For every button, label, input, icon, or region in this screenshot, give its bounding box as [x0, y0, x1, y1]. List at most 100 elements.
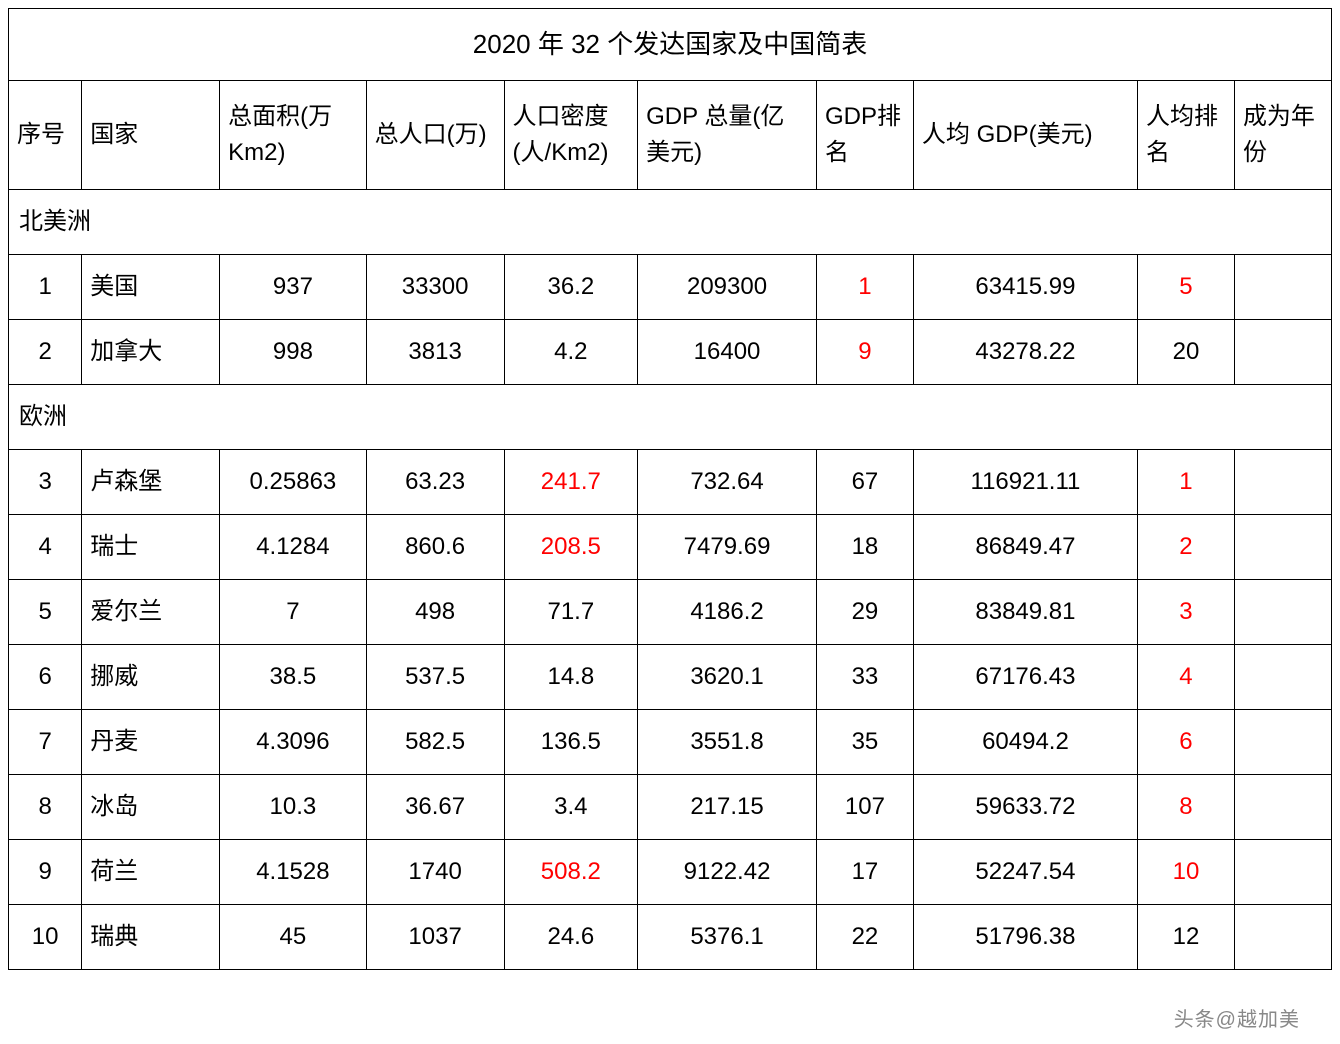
watermark-text: 头条@越加美 [1174, 1003, 1300, 1032]
cell-gdp: 5376.1 [638, 905, 817, 970]
cell-country: 美国 [82, 255, 220, 320]
cell-percaprank: 4 [1137, 645, 1234, 710]
cell-year [1234, 905, 1331, 970]
cell-percap: 63415.99 [913, 255, 1137, 320]
cell-area: 998 [220, 320, 367, 385]
cell-area: 45 [220, 905, 367, 970]
cell-pop: 582.5 [366, 710, 504, 775]
col-header-percaprank: 人均排名 [1137, 81, 1234, 190]
cell-percap: 43278.22 [913, 320, 1137, 385]
cell-pop: 498 [366, 580, 504, 645]
cell-pop: 36.67 [366, 775, 504, 840]
cell-year [1234, 580, 1331, 645]
cell-year [1234, 450, 1331, 515]
table-row: 7丹麦4.3096582.5136.53551.83560494.26 [9, 710, 1332, 775]
cell-gdprank: 17 [816, 840, 913, 905]
cell-country: 瑞士 [82, 515, 220, 580]
cell-percap: 83849.81 [913, 580, 1137, 645]
col-header-year: 成为年份 [1234, 81, 1331, 190]
cell-area: 10.3 [220, 775, 367, 840]
cell-pop: 537.5 [366, 645, 504, 710]
cell-gdp: 16400 [638, 320, 817, 385]
cell-density: 241.7 [504, 450, 638, 515]
cell-density: 4.2 [504, 320, 638, 385]
cell-seq: 5 [9, 580, 82, 645]
cell-pop: 860.6 [366, 515, 504, 580]
table-row: 4瑞士4.1284860.6208.57479.691886849.472 [9, 515, 1332, 580]
cell-area: 0.25863 [220, 450, 367, 515]
cell-percap: 51796.38 [913, 905, 1137, 970]
cell-seq: 8 [9, 775, 82, 840]
cell-area: 4.3096 [220, 710, 367, 775]
table-row: 1美国9373330036.2209300163415.995 [9, 255, 1332, 320]
col-header-gdp: GDP 总量(亿美元) [638, 81, 817, 190]
cell-gdp: 217.15 [638, 775, 817, 840]
cell-year [1234, 775, 1331, 840]
col-header-seq: 序号 [9, 81, 82, 190]
cell-country: 爱尔兰 [82, 580, 220, 645]
table-row: 2加拿大99838134.216400943278.2220 [9, 320, 1332, 385]
cell-gdprank: 22 [816, 905, 913, 970]
cell-gdp: 7479.69 [638, 515, 817, 580]
col-header-percap: 人均 GDP(美元) [913, 81, 1137, 190]
cell-gdprank: 1 [816, 255, 913, 320]
cell-percaprank: 8 [1137, 775, 1234, 840]
cell-density: 508.2 [504, 840, 638, 905]
cell-percaprank: 12 [1137, 905, 1234, 970]
cell-pop: 1740 [366, 840, 504, 905]
cell-density: 36.2 [504, 255, 638, 320]
cell-seq: 3 [9, 450, 82, 515]
cell-gdprank: 33 [816, 645, 913, 710]
cell-density: 3.4 [504, 775, 638, 840]
cell-density: 136.5 [504, 710, 638, 775]
cell-gdprank: 107 [816, 775, 913, 840]
cell-country: 加拿大 [82, 320, 220, 385]
region-label: 北美洲 [9, 190, 1332, 255]
cell-seq: 4 [9, 515, 82, 580]
cell-percaprank: 5 [1137, 255, 1234, 320]
cell-area: 4.1284 [220, 515, 367, 580]
cell-gdp: 732.64 [638, 450, 817, 515]
cell-percap: 52247.54 [913, 840, 1137, 905]
cell-percaprank: 3 [1137, 580, 1234, 645]
cell-gdp: 209300 [638, 255, 817, 320]
cell-seq: 7 [9, 710, 82, 775]
cell-percaprank: 6 [1137, 710, 1234, 775]
cell-percaprank: 10 [1137, 840, 1234, 905]
cell-gdp: 4186.2 [638, 580, 817, 645]
cell-gdprank: 9 [816, 320, 913, 385]
cell-gdprank: 18 [816, 515, 913, 580]
cell-country: 冰岛 [82, 775, 220, 840]
cell-percaprank: 1 [1137, 450, 1234, 515]
data-table: 2020 年 32 个发达国家及中国简表 序号 国家 总面积(万 Km2) 总人… [8, 8, 1332, 970]
cell-seq: 9 [9, 840, 82, 905]
cell-gdprank: 35 [816, 710, 913, 775]
cell-pop: 63.23 [366, 450, 504, 515]
cell-percap: 67176.43 [913, 645, 1137, 710]
table-row: 6挪威38.5537.514.83620.13367176.434 [9, 645, 1332, 710]
cell-pop: 1037 [366, 905, 504, 970]
table-title: 2020 年 32 个发达国家及中国简表 [9, 9, 1332, 81]
cell-percaprank: 20 [1137, 320, 1234, 385]
cell-percaprank: 2 [1137, 515, 1234, 580]
table-row: 10瑞典45103724.65376.12251796.3812 [9, 905, 1332, 970]
cell-pop: 33300 [366, 255, 504, 320]
cell-gdp: 3620.1 [638, 645, 817, 710]
cell-seq: 1 [9, 255, 82, 320]
cell-area: 7 [220, 580, 367, 645]
col-header-density: 人口密度(人/Km2) [504, 81, 638, 190]
cell-country: 卢森堡 [82, 450, 220, 515]
cell-gdprank: 67 [816, 450, 913, 515]
header-row: 序号 国家 总面积(万 Km2) 总人口(万) 人口密度(人/Km2) GDP … [9, 81, 1332, 190]
cell-year [1234, 710, 1331, 775]
cell-country: 瑞典 [82, 905, 220, 970]
cell-year [1234, 320, 1331, 385]
col-header-area: 总面积(万 Km2) [220, 81, 367, 190]
region-row: 北美洲 [9, 190, 1332, 255]
cell-density: 24.6 [504, 905, 638, 970]
table-row: 8冰岛10.336.673.4217.1510759633.728 [9, 775, 1332, 840]
cell-density: 208.5 [504, 515, 638, 580]
cell-year [1234, 840, 1331, 905]
cell-pop: 3813 [366, 320, 504, 385]
cell-percap: 60494.2 [913, 710, 1137, 775]
